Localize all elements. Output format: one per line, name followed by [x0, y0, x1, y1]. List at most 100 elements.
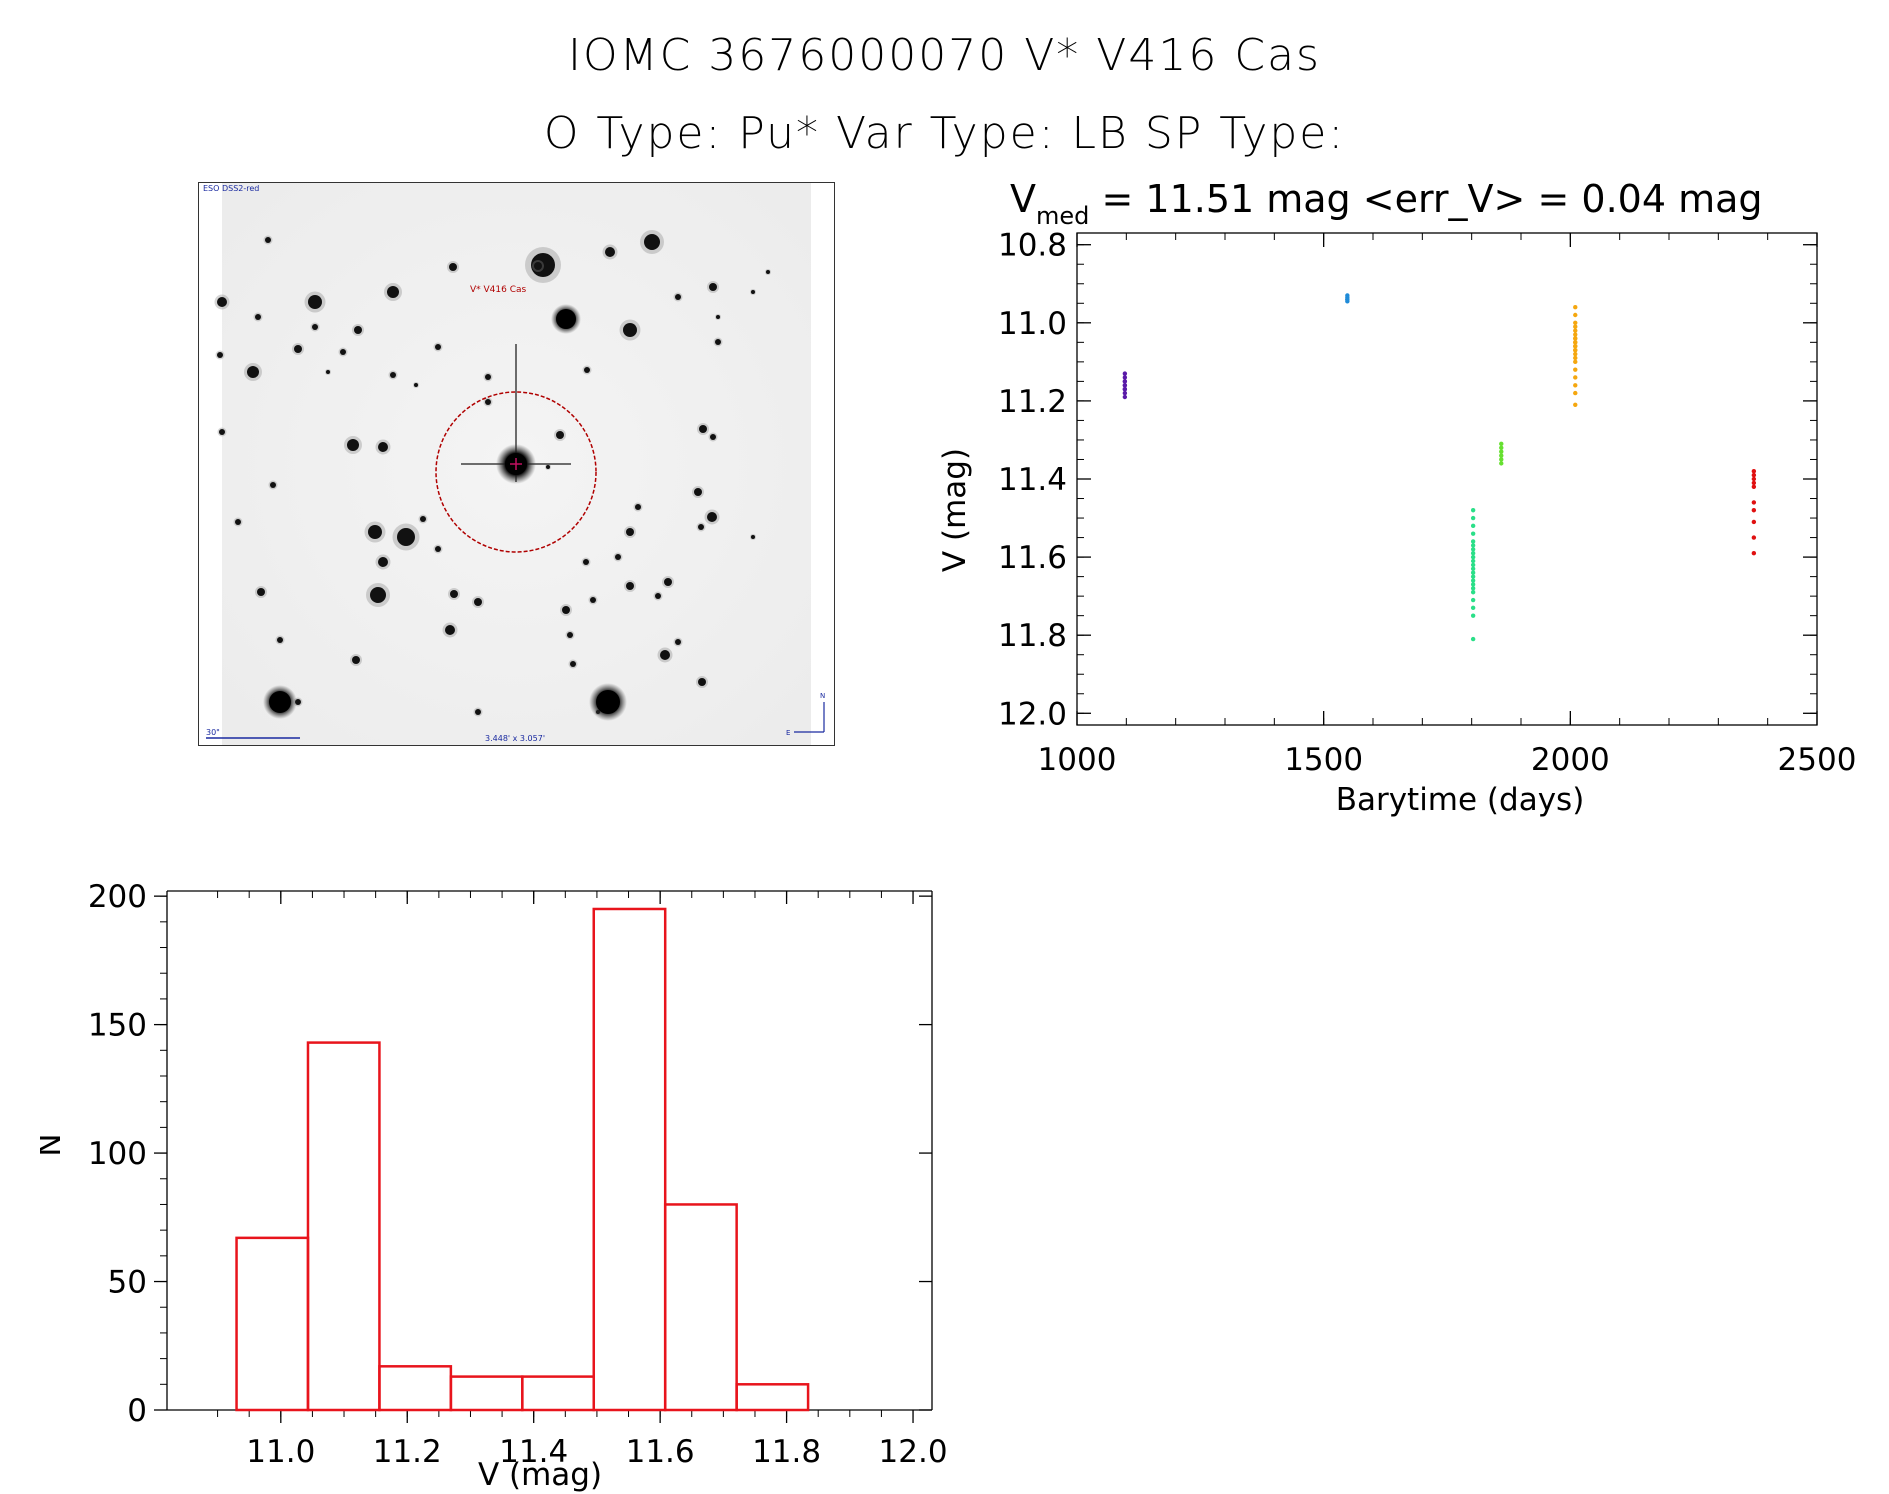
- data-point: [1470, 539, 1476, 544]
- histogram-chart: 11.0 11.2 11.4 11.6 11.8 12.0 0 50 100 150 200 V (…: [40, 879, 948, 1493]
- histogram-bar: [521, 1375, 596, 1412]
- histogram-bars: [235, 907, 810, 1412]
- field-star: [475, 709, 481, 715]
- svg-text:E: E: [786, 729, 790, 737]
- x-tick-label: 11.0: [246, 1434, 315, 1470]
- data-point: [1573, 355, 1578, 361]
- y-tick-label: 100: [88, 1136, 147, 1172]
- field-star: [623, 323, 637, 337]
- data-point: [1470, 613, 1476, 618]
- data-point: [1470, 582, 1476, 587]
- field-star: [590, 597, 596, 603]
- bright-star: [596, 690, 620, 714]
- data-point: [1470, 636, 1476, 642]
- field-star: [699, 425, 707, 433]
- data-point: [1751, 500, 1757, 505]
- x-tick-label: 2500: [1778, 742, 1857, 778]
- data-point: [1573, 340, 1578, 345]
- field-star: [270, 482, 276, 488]
- field-star: [474, 598, 482, 606]
- data-point: [1499, 457, 1504, 462]
- data-point: [1122, 390, 1128, 396]
- field-star: [626, 582, 634, 590]
- data-point: [1470, 570, 1476, 575]
- data-point: [1573, 390, 1578, 396]
- field-star: [326, 370, 330, 374]
- y-tick-label: 0: [127, 1393, 147, 1429]
- data-point: [1751, 480, 1757, 486]
- data-point: [1470, 547, 1476, 552]
- field-star: [626, 528, 634, 536]
- field-star: [397, 528, 415, 546]
- field-star: [583, 559, 589, 565]
- y-tick-label: 50: [108, 1265, 147, 1301]
- data-point: [1122, 394, 1128, 400]
- data-point: [1499, 445, 1504, 450]
- field-star: [352, 656, 360, 664]
- image-border: [198, 182, 835, 746]
- field-star: [387, 286, 399, 298]
- data-point: [1122, 371, 1128, 376]
- data-point: [1470, 523, 1476, 529]
- field-star: [485, 374, 491, 380]
- y-tick-label: 10.8: [998, 228, 1067, 264]
- light-curve-xlabel: Barytime (days): [1336, 782, 1585, 818]
- field-star: [710, 434, 716, 440]
- histogram-axes: 11.0 11.2 11.4 11.6 11.8 12.0 0 50 100 150 200: [88, 879, 948, 1470]
- data-point: [1122, 379, 1128, 384]
- field-star: [265, 237, 271, 243]
- data-point: [1573, 320, 1578, 326]
- data-point: [1573, 304, 1578, 310]
- field-star: [219, 429, 225, 435]
- light-curve-points: [1122, 293, 1757, 642]
- light-curve-chart: Vmed = 11.51 mag <err_V> = 0.04 mag 1000…: [937, 177, 1856, 818]
- bright-star: [269, 691, 291, 713]
- x-tick-label: 11.8: [752, 1434, 821, 1470]
- data-point: [1751, 519, 1757, 525]
- x-tick-label: 11.6: [626, 1434, 695, 1470]
- x-tick-label: 11.2: [373, 1434, 442, 1470]
- data-point: [1470, 562, 1476, 568]
- data-point: [1573, 336, 1578, 341]
- chart-title-line-1: IOMC 3676000070 V* V416 Cas: [568, 30, 1321, 81]
- target-label: V* V416 Cas: [470, 285, 527, 295]
- data-point: [1573, 367, 1578, 372]
- histogram-xlabel: V (mag): [478, 1457, 602, 1493]
- data-point: [1470, 590, 1476, 595]
- data-point: [1573, 324, 1578, 329]
- data-point: [1470, 574, 1476, 579]
- histogram-bar: [663, 1203, 738, 1412]
- field-star: [766, 270, 770, 274]
- field-star: [390, 372, 396, 378]
- data-point: [1345, 299, 1350, 304]
- field-star: [445, 625, 455, 635]
- field-star: [709, 283, 717, 291]
- histogram-bar: [235, 1236, 310, 1412]
- light-curve-axes: 1000 1500 2000 2500 10.8 11.0 11.2 11.4 11.6 11.8…: [998, 228, 1856, 778]
- data-point: [1573, 328, 1578, 333]
- field-star: [605, 247, 615, 257]
- survey-label: ESO DSS2-red: [203, 184, 259, 193]
- fov-label: 3.448' x 3.057': [485, 734, 545, 743]
- field-star: [655, 593, 661, 599]
- field-star: [660, 650, 670, 660]
- histogram-bar: [306, 1041, 381, 1412]
- data-point: [1470, 578, 1476, 583]
- light-curve-ylabel: V (mag): [937, 448, 973, 572]
- field-star: [340, 349, 346, 355]
- field-star: [414, 383, 418, 387]
- svg-text:N: N: [820, 692, 825, 700]
- field-star: [308, 295, 322, 309]
- data-point: [1751, 476, 1757, 482]
- field-star: [378, 442, 388, 452]
- data-point: [1470, 543, 1476, 548]
- data-point: [1573, 383, 1578, 388]
- data-point: [1573, 332, 1578, 337]
- field-star: [450, 590, 458, 598]
- field-star: [567, 632, 573, 638]
- bright-star: [556, 309, 576, 329]
- field-star: [294, 345, 302, 353]
- x-tick-label: 1000: [1038, 742, 1117, 778]
- data-point: [1470, 515, 1476, 521]
- field-star: [257, 588, 265, 596]
